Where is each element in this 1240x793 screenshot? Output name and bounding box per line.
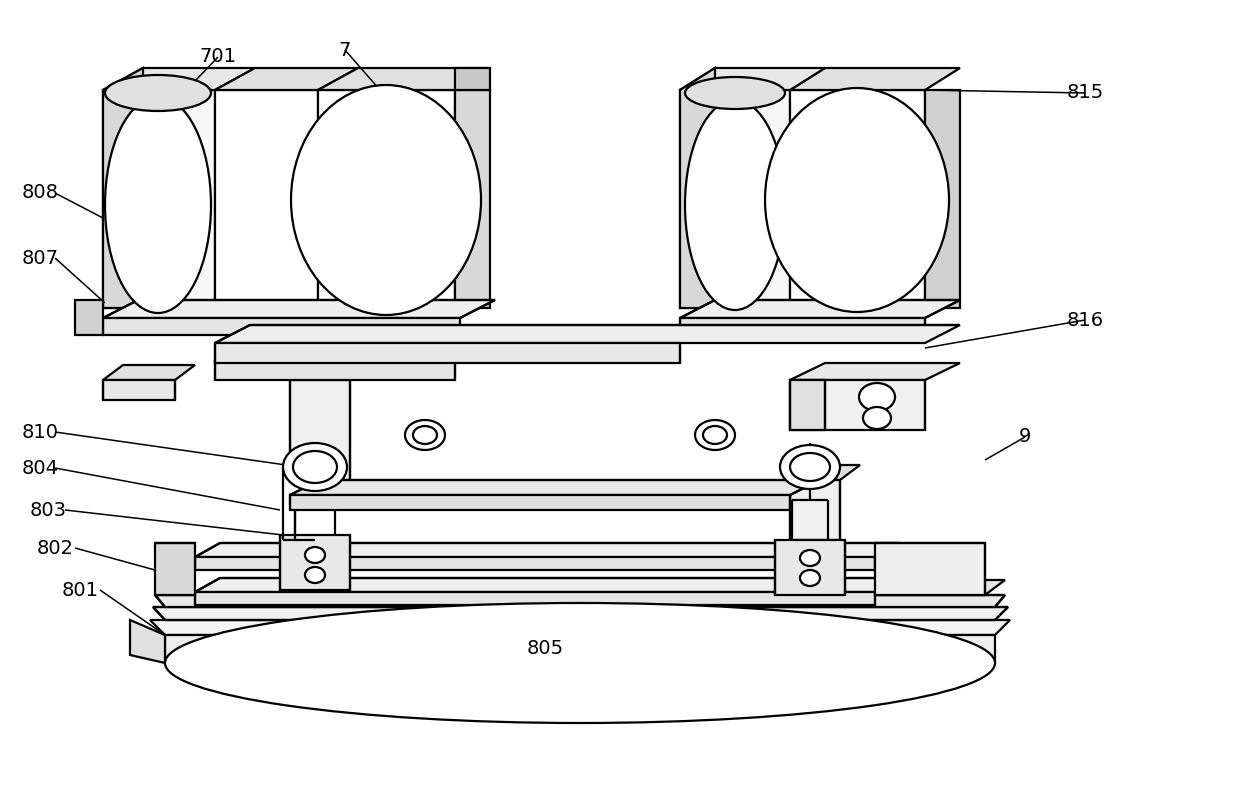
Ellipse shape [405,420,445,450]
Polygon shape [455,90,490,308]
Polygon shape [280,535,350,590]
Polygon shape [317,68,490,90]
Polygon shape [130,620,165,663]
Ellipse shape [800,570,820,586]
Text: 815: 815 [1066,83,1104,102]
Ellipse shape [165,603,994,723]
Polygon shape [165,635,994,663]
Polygon shape [680,90,790,308]
Ellipse shape [780,445,839,489]
Polygon shape [790,465,861,480]
Text: 804: 804 [21,458,58,477]
Text: 701: 701 [200,48,237,67]
Polygon shape [875,580,1004,595]
Polygon shape [790,68,960,90]
Text: 807: 807 [21,248,58,267]
Ellipse shape [790,453,830,481]
Polygon shape [215,360,455,380]
Ellipse shape [684,100,785,310]
Ellipse shape [765,88,949,312]
Ellipse shape [703,426,727,444]
Ellipse shape [291,85,481,315]
Polygon shape [195,557,875,570]
Ellipse shape [105,75,211,111]
Polygon shape [195,578,900,592]
Ellipse shape [413,426,436,444]
Polygon shape [790,363,960,380]
Ellipse shape [283,443,347,491]
Polygon shape [150,620,1011,635]
Ellipse shape [694,420,735,450]
Text: 9: 9 [1019,427,1032,446]
Text: 808: 808 [21,183,58,202]
Polygon shape [290,380,350,480]
Polygon shape [290,495,790,510]
Polygon shape [215,343,680,363]
Polygon shape [275,358,384,370]
Polygon shape [790,90,925,308]
Polygon shape [195,543,900,557]
Polygon shape [103,380,175,400]
Polygon shape [290,480,820,495]
Ellipse shape [684,77,785,109]
Polygon shape [153,607,1008,620]
Polygon shape [103,365,195,380]
Polygon shape [195,592,875,605]
Polygon shape [455,68,490,90]
Polygon shape [215,343,490,360]
Text: 805: 805 [527,638,563,657]
Polygon shape [790,380,825,430]
Polygon shape [74,300,103,335]
Ellipse shape [293,451,337,483]
Polygon shape [680,68,715,308]
Ellipse shape [863,407,892,429]
Text: 803: 803 [30,500,67,519]
Ellipse shape [305,567,325,583]
Ellipse shape [305,547,325,563]
Polygon shape [790,480,839,540]
Polygon shape [155,595,1004,607]
Polygon shape [103,318,460,335]
Text: 801: 801 [62,580,98,600]
Polygon shape [790,380,925,430]
Polygon shape [215,68,358,90]
Polygon shape [875,543,985,595]
Polygon shape [103,68,143,308]
Polygon shape [290,365,370,380]
Polygon shape [317,90,455,308]
Text: 816: 816 [1066,311,1104,330]
Polygon shape [215,90,317,308]
Text: 802: 802 [36,538,73,557]
Text: 810: 810 [21,423,58,442]
Polygon shape [680,68,825,90]
Ellipse shape [859,383,895,411]
Polygon shape [925,90,960,308]
Polygon shape [103,90,215,308]
Ellipse shape [105,97,211,313]
Polygon shape [103,68,255,90]
Polygon shape [155,543,195,595]
Polygon shape [103,300,495,318]
Polygon shape [775,540,844,595]
Polygon shape [215,325,960,343]
Polygon shape [680,300,960,318]
Text: 7: 7 [339,40,351,59]
Polygon shape [680,318,925,340]
Ellipse shape [800,550,820,566]
